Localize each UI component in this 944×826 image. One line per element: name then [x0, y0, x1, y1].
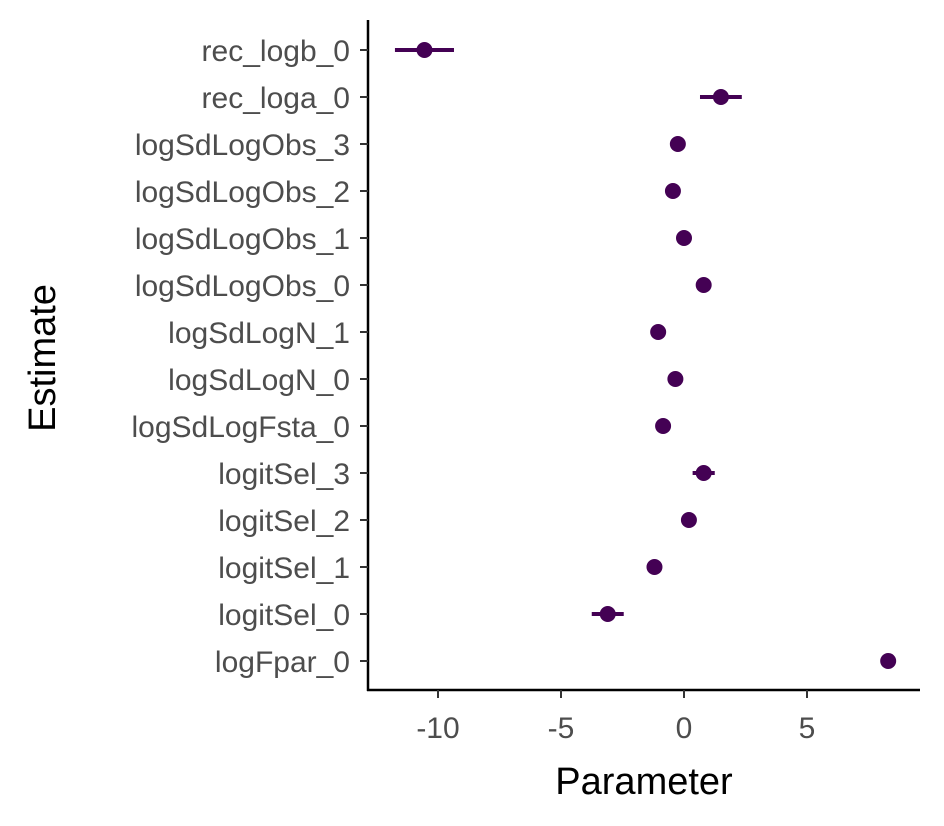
x-tick-label: -5	[548, 712, 575, 745]
data-point	[599, 606, 616, 622]
data-point	[646, 559, 663, 575]
y-tick-label: logitSel_1	[218, 552, 350, 585]
x-tick-label: 0	[676, 712, 693, 745]
y-tick-label: logSdLogObs_0	[135, 270, 350, 303]
y-tick-label: rec_loga_0	[202, 82, 350, 115]
data-point	[695, 277, 712, 293]
data-point	[667, 371, 684, 387]
data-point	[680, 512, 697, 528]
y-axis-title: Estimate	[22, 284, 64, 432]
data-point	[664, 183, 681, 199]
y-tick-label: logSdLogObs_3	[135, 129, 350, 162]
y-axis: rec_logb_0 rec_loga_0 logSdLogObs_3 logSdLo…	[132, 20, 370, 691]
y-tick-label: logSdLogFsta_0	[132, 411, 351, 444]
x-axis-title: Parameter	[555, 761, 733, 803]
data-point	[695, 465, 712, 481]
y-tick-label: logSdLogN_0	[168, 364, 350, 397]
x-tick-label: 5	[799, 712, 816, 745]
y-tick-label: logitSel_3	[218, 458, 350, 491]
data-point	[676, 230, 692, 246]
y-tick-label: logitSel_0	[218, 599, 350, 632]
data-point	[880, 653, 897, 669]
y-tick-label: logSdLogN_1	[168, 317, 350, 350]
y-tick-label: logitSel_2	[218, 505, 350, 538]
data-point	[650, 324, 667, 340]
x-axis: -10 -5 0 5	[367, 688, 920, 745]
x-tick-label: -10	[416, 712, 459, 745]
data-point	[712, 89, 729, 105]
y-tick-label: logFpar_0	[215, 646, 350, 679]
y-tick-label: logSdLogObs_1	[135, 223, 350, 256]
y-tick-label: logSdLogObs_2	[135, 176, 350, 209]
y-tick-label: rec_logb_0	[202, 35, 350, 68]
data-point	[669, 136, 686, 152]
data-point	[416, 42, 433, 58]
data-point	[655, 418, 672, 434]
data-marks	[394, 42, 897, 669]
